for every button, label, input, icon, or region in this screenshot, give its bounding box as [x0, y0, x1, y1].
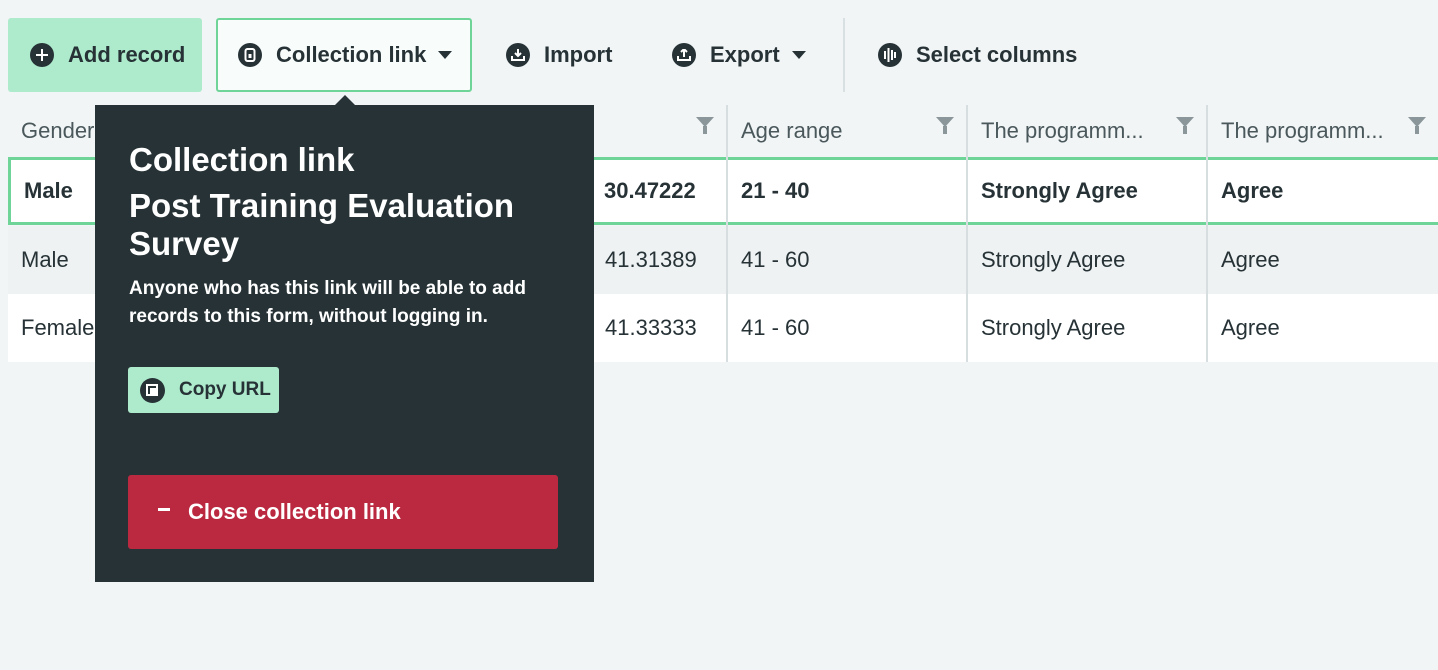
cell-number: 41.31389 — [605, 247, 697, 272]
import-button[interactable]: Import — [492, 18, 612, 92]
close-collection-link-button[interactable]: Close collection link — [128, 475, 558, 549]
column-header-gender[interactable]: Gender — [21, 118, 95, 143]
cell-gender: Male — [21, 247, 69, 272]
copy-url-label: Copy URL — [179, 379, 271, 400]
cell-programme-2: Agree — [1221, 247, 1280, 272]
close-collection-link-label: Close collection link — [188, 499, 401, 524]
copy-url-button[interactable]: Copy URL — [128, 367, 279, 413]
columns-icon — [878, 43, 902, 67]
filter-icon[interactable] — [1176, 117, 1194, 134]
add-record-label: Add record — [68, 42, 186, 67]
table-header: Gender Age range The programm... The pro… — [8, 105, 1438, 157]
copy-icon — [140, 377, 165, 403]
filter-icon[interactable] — [936, 117, 954, 134]
cell-number: 30.47222 — [604, 178, 696, 203]
column-divider — [726, 105, 728, 362]
download-tray-icon — [506, 43, 530, 67]
filter-icon[interactable] — [696, 117, 714, 134]
popover-title: Collection link — [129, 141, 355, 178]
cell-programme-2: Agree — [1221, 178, 1284, 203]
chevron-down-icon — [438, 51, 453, 59]
column-header-age-range[interactable]: Age range — [728, 105, 966, 157]
add-record-button[interactable]: Add record — [8, 18, 202, 92]
cell-age-range: 41 - 60 — [741, 247, 810, 272]
cell-programme-1: Strongly Agree — [981, 247, 1126, 272]
import-label: Import — [544, 42, 613, 67]
minus-icon — [158, 507, 170, 511]
form-name: Post Training Evaluation Survey — [129, 187, 515, 262]
cell-age-range: 41 - 60 — [741, 315, 810, 340]
column-divider — [1206, 105, 1208, 362]
toolbar: Add record Collection link Import Export… — [0, 0, 1438, 105]
filter-icon[interactable] — [1408, 117, 1426, 134]
cell-programme-2: Agree — [1221, 315, 1280, 340]
column-header-programme-2[interactable]: The programm... — [1208, 105, 1438, 157]
cell-gender: Male — [24, 178, 73, 203]
chevron-down-icon — [791, 51, 806, 59]
column-header-number[interactable] — [594, 105, 726, 157]
toolbar-divider — [843, 18, 845, 92]
select-columns-label: Select columns — [916, 42, 1078, 67]
cell-programme-1: Strongly Agree — [981, 178, 1138, 203]
cell-number: 41.33333 — [605, 315, 697, 340]
collection-link-popover: Collection link Post Training Evaluation… — [95, 95, 594, 582]
collection-link-button[interactable]: Collection link — [216, 18, 472, 92]
column-header-programme-1[interactable]: The programm... — [968, 105, 1206, 157]
cell-age-range: 21 - 40 — [741, 178, 810, 203]
collection-link-label: Collection link — [276, 42, 427, 67]
popover-description: Anyone who has this link will be able to… — [129, 278, 526, 327]
cell-gender: Female — [21, 315, 95, 340]
column-divider — [966, 105, 968, 362]
select-columns-button[interactable]: Select columns — [864, 18, 1077, 92]
upload-tray-icon — [672, 43, 696, 67]
plus-circle-icon — [30, 43, 54, 67]
link-badge-icon — [238, 43, 262, 67]
cell-programme-1: Strongly Agree — [981, 315, 1126, 340]
export-label: Export — [710, 42, 780, 67]
export-button[interactable]: Export — [658, 18, 806, 92]
